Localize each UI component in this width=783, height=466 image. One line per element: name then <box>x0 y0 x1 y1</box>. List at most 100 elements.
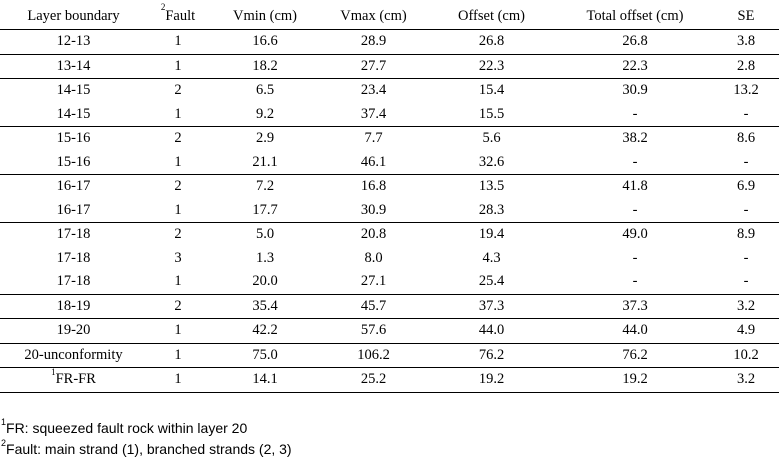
cell-fault: 2 <box>147 222 209 247</box>
cell-vmin: 7.2 <box>209 174 321 199</box>
cell-vmax: 20.8 <box>321 222 426 247</box>
cell-offset: 25.4 <box>478 273 505 289</box>
header-vmin: Vmin (cm) <box>209 3 321 30</box>
cell-vmax: 16.8 <box>321 174 426 199</box>
cell-total-offset: - <box>632 105 638 122</box>
cell-fault: 1 <box>147 342 209 368</box>
cell-se: 8.6 <box>713 126 779 151</box>
cell-total-offset: 38.2 <box>557 126 713 151</box>
cell-total-offset: - <box>632 153 638 170</box>
cell-vmin: 75.0 <box>209 342 321 368</box>
cell-vmin: 35.4 <box>209 293 321 319</box>
header-fault-superscript: 2 <box>160 2 166 12</box>
cell-fault: 1 <box>147 29 209 54</box>
header-fault: 2Fault <box>147 2 209 30</box>
footnote-fr: 1FR: squeezed fault rock within layer 20 <box>1 417 292 439</box>
table-row: 19-20 1 42.2 57.6 44.0 44.0 4.9 <box>0 318 779 343</box>
cell-fault: 2 <box>147 78 209 103</box>
cell-vmax: 23.4 <box>321 78 426 103</box>
table-row: 17-18 1 20.0 27.1 25.4 - - <box>0 270 779 294</box>
cell-fault: 2 <box>147 293 209 319</box>
cell-fault: 1 <box>147 53 209 79</box>
header-total-offset: Total offset (cm) <box>557 3 713 30</box>
table-row: 15-16 2 2.9 7.7 5.6 38.2 8.6 <box>0 126 779 151</box>
cell-layer: 12-13 <box>0 29 147 54</box>
cell-offset: 4.3 <box>482 249 501 266</box>
cell-offset: 19.2 <box>426 367 557 393</box>
cell-total-offset: 41.8 <box>557 174 713 199</box>
cell-fault: 1 <box>174 273 182 289</box>
table-row: 17-18 2 5.0 20.8 19.4 49.0 8.9 <box>0 222 779 247</box>
footnote-fr-text: FR: squeezed fault rock within layer 20 <box>6 420 248 436</box>
cell-vmin: 17.7 <box>252 201 278 218</box>
cell-total-offset: 19.2 <box>557 367 713 393</box>
cell-fault: 2 <box>147 126 209 151</box>
cell-vmin: 16.6 <box>209 29 321 54</box>
cell-layer: 15-16 <box>0 126 147 151</box>
cell-offset: 32.6 <box>478 153 505 170</box>
cell-fault: 1 <box>147 367 209 393</box>
footnote-fault: 2Fault: main strand (1), branched strand… <box>1 438 292 460</box>
table-row: 20-unconformity 1 75.0 106.2 76.2 76.2 1… <box>0 342 779 368</box>
cell-se: - <box>743 273 749 289</box>
cell-layer: 14-15 <box>0 78 147 103</box>
cell-se: 3.2 <box>713 293 779 319</box>
cell-se: - <box>743 201 749 218</box>
footnote-fault-text: Fault: main strand (1), branched strands… <box>6 441 292 457</box>
cell-vmin: 6.5 <box>209 78 321 103</box>
cell-offset: 44.0 <box>426 318 557 343</box>
cell-layer: 17-18 <box>56 273 91 289</box>
cell-vmin: 14.1 <box>209 367 321 393</box>
cell-layer: 13-14 <box>0 53 147 79</box>
cell-vmax: 25.2 <box>321 367 426 393</box>
cell-total-offset: 44.0 <box>557 318 713 343</box>
cell-se: 3.2 <box>713 367 779 393</box>
cell-vmax: 7.7 <box>321 126 426 151</box>
cell-vmin: 42.2 <box>209 318 321 343</box>
cell-total-offset: 22.3 <box>557 53 713 79</box>
table-row: 17-18 3 1.3 8.0 4.3 - - <box>0 247 779 271</box>
cell-se: 2.8 <box>713 53 779 79</box>
cell-vmin: 21.1 <box>252 153 278 170</box>
cell-vmin: 1.3 <box>255 249 275 266</box>
cell-total-offset: 37.3 <box>557 293 713 319</box>
cell-layer-superscript: 1 <box>51 367 56 377</box>
table-row: 16-17 1 17.7 30.9 28.3 - - <box>0 199 779 223</box>
cell-fault: 2 <box>147 174 209 199</box>
cell-vmax: 46.1 <box>360 153 387 170</box>
cell-layer: 16-17 <box>56 201 91 218</box>
cell-layer: 20-unconformity <box>0 342 147 368</box>
cell-fault: 1 <box>147 318 209 343</box>
cell-layer: 17-18 <box>0 222 147 247</box>
cell-fault: 1 <box>174 105 182 122</box>
cell-total-offset: 30.9 <box>557 78 713 103</box>
cell-vmax: 45.7 <box>321 293 426 319</box>
cell-layer: 14-15 <box>56 105 91 122</box>
cell-total-offset: - <box>632 201 638 218</box>
cell-layer: 1FR-FR <box>0 367 147 393</box>
cell-offset: 5.6 <box>426 126 557 151</box>
cell-offset: 37.3 <box>426 293 557 319</box>
cell-se: 13.2 <box>713 78 779 103</box>
cell-offset: 13.5 <box>426 174 557 199</box>
cell-se: 8.9 <box>713 222 779 247</box>
footnote-fault-marker: 2 <box>1 438 7 448</box>
cell-offset: 28.3 <box>478 201 505 218</box>
cell-vmin: 2.9 <box>209 126 321 151</box>
cell-vmax: 8.0 <box>364 249 383 266</box>
table-row: 16-17 2 7.2 16.8 13.5 41.8 6.9 <box>0 174 779 199</box>
cell-layer: 16-17 <box>0 174 147 199</box>
cell-layer: 17-18 <box>56 249 91 266</box>
cell-total-offset: 49.0 <box>557 222 713 247</box>
fault-offset-table: Layer boundary 2Fault Vmin (cm) Vmax (cm… <box>0 2 779 393</box>
cell-layer: 18-19 <box>0 293 147 319</box>
cell-vmax: 27.1 <box>360 273 387 289</box>
cell-offset: 22.3 <box>426 53 557 79</box>
cell-se: - <box>743 249 749 266</box>
cell-se: - <box>743 105 749 122</box>
cell-layer: 19-20 <box>0 318 147 343</box>
cell-se: 4.9 <box>713 318 779 343</box>
footnote-fr-marker: 1 <box>1 417 7 427</box>
cell-fault: 3 <box>174 249 182 266</box>
header-layer-boundary: Layer boundary <box>0 3 147 30</box>
